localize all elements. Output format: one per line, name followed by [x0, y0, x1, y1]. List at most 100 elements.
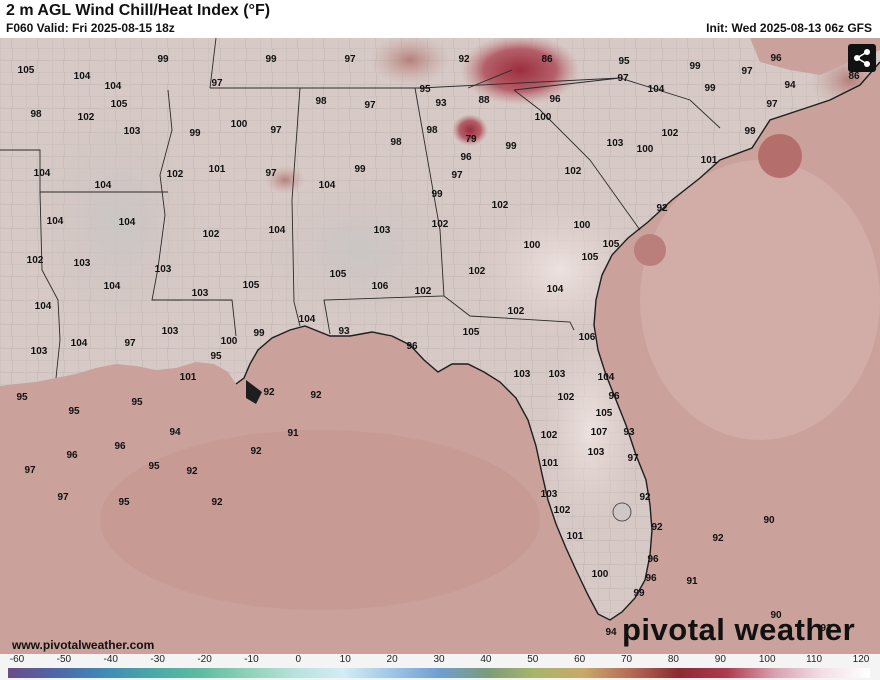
- heat-index-label: 96: [608, 391, 620, 402]
- heat-index-label: 92: [263, 387, 275, 398]
- heat-index-label: 104: [299, 314, 316, 325]
- heat-index-label: 99: [253, 328, 265, 339]
- scale-tick-label: 10: [339, 654, 351, 665]
- heat-index-label: 79: [465, 134, 477, 145]
- heat-index-label: 92: [712, 533, 724, 544]
- heat-index-label: 103: [374, 225, 391, 236]
- scale-tick-label: 30: [433, 654, 445, 665]
- heat-index-label: 104: [105, 81, 122, 92]
- heat-index-label: 97: [270, 125, 282, 136]
- heat-index-label: 96: [647, 554, 659, 565]
- heat-index-label: 104: [34, 168, 51, 179]
- heat-index-label: 102: [492, 200, 509, 211]
- heat-index-label: 102: [167, 169, 184, 180]
- scale-tick-label: 40: [480, 654, 492, 665]
- heat-index-label: 97: [451, 170, 463, 181]
- heat-index-label: 102: [432, 219, 449, 230]
- heat-index-label: 105: [463, 327, 480, 338]
- heat-index-label: 104: [104, 281, 121, 292]
- heat-index-label: 104: [35, 301, 52, 312]
- atlantic-hot-spot: [758, 134, 802, 178]
- heat-index-label: 95: [68, 406, 80, 417]
- heat-index-label: 102: [558, 392, 575, 403]
- heat-index-label: 98: [315, 96, 327, 107]
- scale-tick-label: -30: [150, 654, 165, 665]
- heat-index-label: 100: [574, 220, 591, 231]
- heat-index-label: 100: [231, 119, 248, 130]
- heat-index-label: 104: [319, 180, 336, 191]
- heat-index-label: 99: [505, 141, 517, 152]
- heat-index-label: 92: [639, 492, 651, 503]
- heat-index-label: 99: [265, 54, 277, 65]
- init-time: Init: Wed 2025-08-13 06z GFS: [706, 21, 872, 35]
- heat-index-label: 99: [689, 61, 701, 72]
- color-scale: -60 -50 -40 -30 -20 -10 0 10 20 30 40 50 60 70 80 90 100…: [0, 654, 880, 680]
- scale-tick-label: 20: [386, 654, 398, 665]
- heat-index-label: 98: [30, 109, 42, 120]
- heat-index-label: 96: [645, 573, 657, 584]
- heat-index-label: 95: [210, 351, 222, 362]
- heat-index-label: 104: [648, 84, 665, 95]
- heat-index-label: 96: [114, 441, 126, 452]
- heat-index-label: 102: [203, 229, 220, 240]
- heat-index-label: 99: [157, 54, 169, 65]
- heat-index-label: 103: [74, 258, 91, 269]
- heat-index-label: 104: [598, 372, 615, 383]
- valid-time: F060 Valid: Fri 2025-08-15 18z: [6, 21, 175, 35]
- heat-index-label: 105: [18, 65, 35, 76]
- heat-index-label: 103: [607, 138, 624, 149]
- heat-index-label: 103: [162, 326, 179, 337]
- heat-index-label: 93: [623, 427, 635, 438]
- heat-index-label: 102: [469, 266, 486, 277]
- heat-index-label: 103: [192, 288, 209, 299]
- heat-index-label: 104: [47, 216, 64, 227]
- heat-index-label: 94: [169, 427, 181, 438]
- heat-index-label: 103: [514, 369, 531, 380]
- heat-index-label: 97: [617, 73, 629, 84]
- heat-index-label: 86: [541, 54, 553, 65]
- heat-index-label: 95: [419, 84, 431, 95]
- heat-index-label: 93: [435, 98, 447, 109]
- scale-tick-label: -40: [103, 654, 118, 665]
- weather-map[interactable]: 105 104 99 99 97 92 86 95 99 97 96 86 104 97 95 97 104 99…: [0, 38, 880, 654]
- heat-index-label: 96: [460, 152, 472, 163]
- heat-index-label: 88: [478, 95, 490, 106]
- heat-index-label: 99: [633, 588, 645, 599]
- heat-index-label: 104: [95, 180, 112, 191]
- heat-index-label: 99: [431, 189, 443, 200]
- heat-index-label: 105: [243, 280, 260, 291]
- heat-index-label: 97: [627, 453, 639, 464]
- heat-index-label: 100: [637, 144, 654, 155]
- share-button[interactable]: [848, 44, 876, 72]
- heat-index-label: 94: [784, 80, 796, 91]
- gulf-shade: [100, 430, 540, 610]
- heat-index-label: 102: [554, 505, 571, 516]
- heat-index-label: 102: [508, 306, 525, 317]
- heat-index-label: 103: [549, 369, 566, 380]
- heat-index-label: 95: [618, 56, 630, 67]
- scale-tick-label: -50: [56, 654, 72, 665]
- scale-tick-label: 80: [667, 654, 679, 665]
- heat-index-label: 105: [330, 269, 347, 280]
- heat-index-label: 98: [390, 137, 402, 148]
- heat-index-label: 102: [662, 128, 679, 139]
- heat-index-label: 103: [588, 447, 605, 458]
- heat-index-label: 105: [111, 99, 128, 110]
- delta-marsh: [246, 380, 262, 404]
- state-borders: [0, 38, 721, 379]
- heat-index-label: 105: [603, 239, 620, 250]
- heat-index-label: 96: [66, 450, 78, 461]
- heat-index-label: 99: [189, 128, 201, 139]
- atlantic-shade: [640, 160, 880, 440]
- site-url[interactable]: www.pivotalweather.com: [12, 638, 155, 652]
- map-title: 2 m AGL Wind Chill/Heat Index (°F): [6, 2, 271, 19]
- heat-index-label: 95: [16, 392, 28, 403]
- heat-index-label: 95: [131, 397, 143, 408]
- heat-index-label: 100: [524, 240, 541, 251]
- scale-tick-label: -60: [9, 654, 25, 665]
- scale-tick-label: 110: [806, 654, 823, 665]
- heat-index-label: 105: [596, 408, 613, 419]
- heat-index-label: 91: [686, 576, 698, 587]
- scale-gradient: [8, 668, 870, 678]
